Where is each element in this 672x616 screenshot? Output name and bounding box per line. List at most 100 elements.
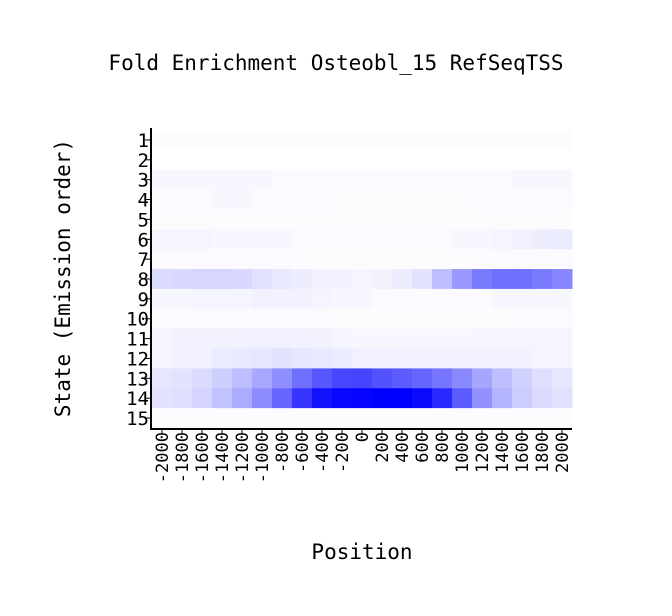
heatmap-cell <box>232 130 253 151</box>
heatmap-cell <box>152 229 173 250</box>
heatmap-cell <box>252 368 273 389</box>
heatmap-cell <box>172 388 193 409</box>
heatmap-cell <box>292 169 313 191</box>
x-tick-label: 1600 <box>513 432 533 473</box>
heatmap-cell <box>352 328 373 350</box>
heatmap-cell <box>432 249 453 270</box>
y-axis-label: State (Emission order) <box>51 139 75 417</box>
heatmap-cell <box>392 368 413 389</box>
heatmap-cell <box>372 408 393 429</box>
heatmap-cell <box>512 408 533 429</box>
heatmap-cell <box>152 408 173 429</box>
heatmap-cell <box>232 288 253 310</box>
heatmap-cell <box>472 388 493 409</box>
heatmap-cell <box>192 130 213 151</box>
heatmap-cell <box>232 169 253 191</box>
heatmap-cell <box>472 308 493 330</box>
heatmap-cell <box>512 368 533 389</box>
heatmap-cell <box>512 388 533 409</box>
heatmap-cell <box>212 288 233 310</box>
heatmap-cell <box>212 249 233 270</box>
heatmap-cell <box>472 189 493 210</box>
heatmap-cell <box>492 229 513 250</box>
heatmap-cell <box>532 348 553 369</box>
heatmap-cell <box>152 269 173 290</box>
heatmap-cell <box>212 189 233 210</box>
heatmap-cell <box>172 368 193 389</box>
heatmap-cell <box>552 209 573 230</box>
heatmap-cell <box>252 408 273 429</box>
x-tick-label: 400 <box>393 432 413 463</box>
heatmap-cell <box>532 269 553 290</box>
heatmap-cell <box>312 368 333 389</box>
heatmap-cell <box>552 189 573 210</box>
heatmap-cell <box>372 388 393 409</box>
heatmap-cell <box>172 169 193 191</box>
heatmap-cell <box>152 130 173 151</box>
heatmap-cell <box>192 229 213 250</box>
x-tick-label: 2000 <box>553 432 573 473</box>
heatmap-cell <box>512 249 533 270</box>
heatmap-cell <box>352 229 373 250</box>
heatmap-cell <box>152 209 173 230</box>
heatmap-cell <box>532 388 553 409</box>
heatmap-cell <box>492 149 513 171</box>
heatmap-cell <box>312 249 333 270</box>
heatmap-cell <box>172 149 193 171</box>
heatmap-cell <box>272 348 293 369</box>
heatmap-cell <box>412 189 433 210</box>
heatmap-cell <box>172 348 193 369</box>
heatmap-cell <box>552 388 573 409</box>
heatmap-cell <box>472 408 493 429</box>
heatmap-cell <box>392 388 413 409</box>
heatmap-cell <box>412 368 433 389</box>
heatmap-cell <box>272 368 293 389</box>
heatmap-cell <box>532 328 553 350</box>
heatmap-cell <box>472 209 493 230</box>
heatmap-cell <box>512 209 533 230</box>
heatmap-cell <box>532 149 553 171</box>
heatmap-cell <box>312 348 333 369</box>
heatmap-cell <box>452 408 473 429</box>
heatmap-cell <box>192 288 213 310</box>
y-tick-label: 8 <box>138 269 149 291</box>
heatmap-cell <box>232 229 253 250</box>
heatmap-cell <box>532 408 553 429</box>
x-tick-label: 800 <box>433 432 453 463</box>
heatmap-cell <box>532 288 553 310</box>
heatmap-cell <box>312 149 333 171</box>
heatmap-cell <box>552 348 573 369</box>
heatmap-cell <box>492 189 513 210</box>
heatmap-cell <box>292 269 313 290</box>
heatmap-cell <box>392 130 413 151</box>
heatmap-cell <box>432 288 453 310</box>
heatmap-cell <box>352 288 373 310</box>
heatmap-cell <box>452 249 473 270</box>
heatmap-cell <box>212 209 233 230</box>
heatmap-cell <box>152 388 173 409</box>
heatmap-cell <box>292 328 313 350</box>
heatmap-cell <box>352 189 373 210</box>
heatmap-cell <box>252 229 273 250</box>
heatmap-cell <box>392 408 413 429</box>
heatmap-cell <box>492 388 513 409</box>
heatmap-cell <box>472 249 493 270</box>
heatmap-cell <box>432 269 453 290</box>
heatmap-cell <box>252 249 273 270</box>
heatmap-cell <box>292 149 313 171</box>
heatmap-cell <box>372 130 393 151</box>
heatmap-cell <box>532 130 553 151</box>
heatmap-cell <box>492 209 513 230</box>
heatmap-cell <box>172 308 193 330</box>
heatmap-cell <box>172 288 193 310</box>
heatmap-cell <box>272 229 293 250</box>
y-tick-label: 6 <box>138 229 149 251</box>
heatmap-cell <box>372 249 393 270</box>
heatmap-cell <box>312 130 333 151</box>
heatmap-cell <box>372 229 393 250</box>
heatmap-cell <box>412 269 433 290</box>
heatmap-cell <box>252 308 273 330</box>
heatmap-cell <box>292 189 313 210</box>
heatmap-cell <box>232 269 253 290</box>
